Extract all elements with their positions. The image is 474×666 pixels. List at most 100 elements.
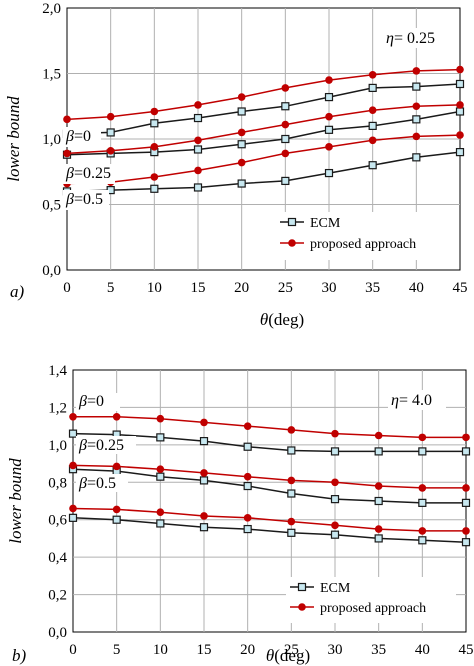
beta-label-bg-a-0 bbox=[63, 127, 101, 147]
y-tick-label: 0,5 bbox=[42, 198, 61, 214]
data-point-ecm bbox=[281, 134, 290, 144]
data-point-proposed bbox=[331, 521, 339, 530]
data-point-ecm bbox=[68, 429, 78, 438]
y-tick-labels-b: 0,0 0,2 0,4 0,6 0,8 1,0 1,2 1,4 bbox=[48, 363, 67, 641]
data-point-proposed bbox=[63, 115, 71, 124]
data-point-ecm bbox=[368, 121, 377, 131]
x-tick-labels-a: 0 5 10 15 20 25 30 35 40 45 bbox=[63, 280, 467, 296]
beta-label-bg-b-1 bbox=[76, 436, 136, 454]
x-tick-labels-b: 0 5 10 15 20 25 30 35 40 45 bbox=[69, 642, 473, 658]
data-point-proposed bbox=[368, 106, 377, 114]
data-point-ecm bbox=[193, 183, 203, 192]
data-point-proposed bbox=[412, 132, 421, 141]
data-point-ecm bbox=[324, 92, 334, 102]
data-point-proposed bbox=[69, 412, 77, 421]
data-point-proposed bbox=[287, 426, 296, 434]
legend-marker-ecm-a bbox=[287, 217, 297, 227]
series-line-ecm-0 bbox=[72, 432, 466, 453]
series-b bbox=[68, 412, 471, 547]
y-tick-label: 1,4 bbox=[48, 363, 67, 379]
x-tick-label: 40 bbox=[409, 280, 424, 296]
data-point-ecm bbox=[374, 534, 383, 543]
data-point-proposed bbox=[281, 149, 290, 158]
x-tick-label: 40 bbox=[415, 642, 430, 658]
legend-a: ECM proposed approach bbox=[275, 212, 447, 260]
data-point-proposed bbox=[456, 131, 464, 139]
x-tick-label: 30 bbox=[322, 280, 337, 296]
x-tick-label: 45 bbox=[453, 280, 468, 296]
legend-marker-proposed-a bbox=[288, 239, 296, 247]
series-line-ecm-1 bbox=[72, 468, 466, 504]
data-point-proposed bbox=[106, 112, 115, 121]
data-point-proposed bbox=[69, 504, 77, 513]
data-point-ecm bbox=[193, 113, 203, 123]
chart-b: 0,0 0,2 0,4 0,6 0,8 1,0 1,2 1,4 0 5 10 15 20 25 30 35 4… bbox=[6, 363, 474, 665]
x-tick-label: 45 bbox=[459, 642, 474, 658]
beta-label-bg-b-2 bbox=[76, 474, 128, 492]
x-axis-label-b: θ(deg) bbox=[266, 646, 310, 665]
data-point-ecm bbox=[281, 176, 290, 186]
data-point-ecm bbox=[287, 528, 296, 537]
data-point-proposed bbox=[156, 508, 165, 517]
legend-marker-proposed-b bbox=[298, 603, 306, 611]
data-point-ecm bbox=[106, 128, 115, 137]
data-point-ecm bbox=[368, 161, 377, 170]
data-point-ecm bbox=[412, 153, 421, 162]
beta-label-b-0: β=0 bbox=[78, 393, 104, 410]
data-point-proposed bbox=[237, 93, 246, 101]
legend-label-proposed-b: proposed approach bbox=[320, 601, 426, 616]
y-axis-label-b: lower bound bbox=[6, 458, 25, 544]
data-point-ecm bbox=[368, 83, 377, 93]
x-tick-label: 15 bbox=[197, 642, 212, 658]
data-point-proposed bbox=[412, 67, 421, 75]
data-point-proposed bbox=[281, 84, 290, 92]
y-tick-label: 0,4 bbox=[48, 550, 67, 566]
data-point-ecm bbox=[237, 107, 246, 116]
y-tick-label: 1,0 bbox=[48, 438, 67, 454]
series-a bbox=[62, 65, 465, 196]
data-point-ecm bbox=[324, 168, 334, 178]
data-point-ecm bbox=[243, 442, 252, 451]
data-point-proposed bbox=[331, 478, 339, 487]
data-point-proposed bbox=[243, 422, 252, 430]
legend-bg-a bbox=[275, 212, 447, 260]
data-point-proposed bbox=[325, 112, 333, 121]
data-point-ecm bbox=[199, 476, 209, 485]
data-point-ecm bbox=[150, 184, 159, 193]
beta-label-bg-a-2 bbox=[63, 190, 109, 210]
data-point-proposed bbox=[418, 527, 427, 535]
data-point-proposed bbox=[462, 527, 470, 535]
legend-label-proposed-a: proposed approach bbox=[310, 237, 416, 252]
data-point-proposed bbox=[112, 462, 121, 471]
data-point-proposed bbox=[237, 128, 246, 137]
data-point-ecm bbox=[68, 513, 78, 522]
data-point-proposed bbox=[194, 166, 202, 175]
x-tick-label: 5 bbox=[107, 280, 115, 296]
series-line-proposed-5 bbox=[72, 507, 466, 532]
beta-label-a-0: β=0 bbox=[65, 128, 91, 145]
series-line-ecm-2 bbox=[72, 517, 467, 543]
data-point-proposed bbox=[374, 431, 383, 440]
data-point-proposed bbox=[374, 525, 383, 533]
series-line-proposed-4 bbox=[72, 464, 466, 489]
data-point-ecm bbox=[237, 179, 246, 188]
data-point-proposed bbox=[150, 173, 159, 181]
data-point-ecm bbox=[461, 538, 471, 547]
data-point-ecm bbox=[418, 536, 427, 545]
data-point-ecm bbox=[374, 496, 383, 506]
data-point-proposed bbox=[106, 146, 115, 155]
data-point-proposed bbox=[462, 484, 470, 492]
series-line-ecm-2 bbox=[66, 151, 461, 193]
data-point-proposed bbox=[243, 472, 252, 481]
data-point-ecm bbox=[455, 79, 465, 89]
x-tick-label: 25 bbox=[284, 642, 299, 658]
y-tick-label: 0,0 bbox=[42, 263, 61, 279]
series-line-ecm-1 bbox=[66, 110, 461, 156]
data-point-proposed bbox=[150, 143, 159, 151]
data-point-ecm bbox=[412, 115, 421, 124]
y-tick-label: 0,2 bbox=[48, 588, 67, 604]
x-tick-label: 10 bbox=[153, 642, 168, 658]
beta-label-a-2: β=0.5 bbox=[65, 191, 103, 208]
x-tick-label: 20 bbox=[234, 280, 249, 296]
data-point-proposed bbox=[281, 120, 290, 129]
